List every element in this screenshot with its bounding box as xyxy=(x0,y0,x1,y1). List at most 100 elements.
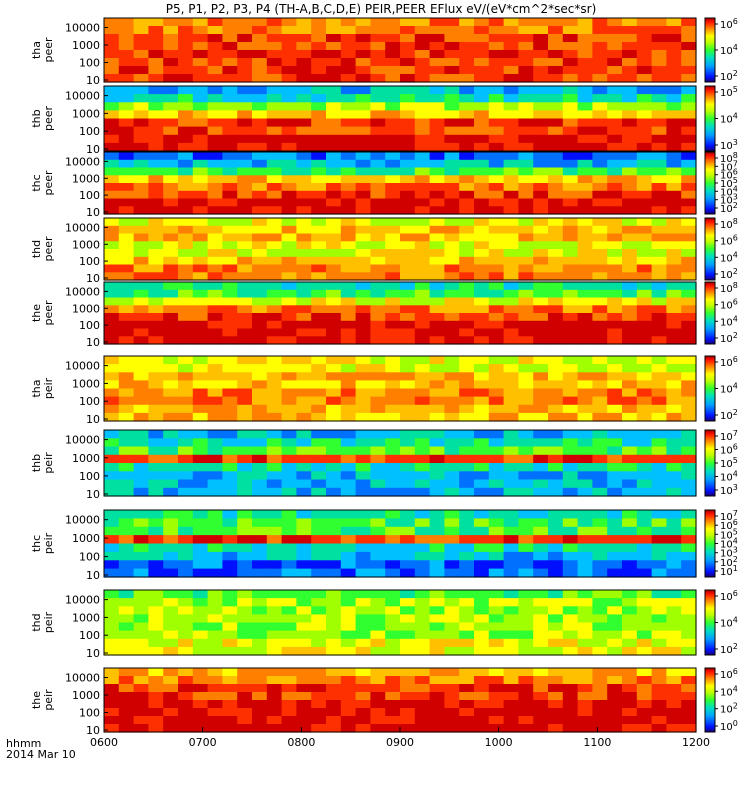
spectrogram-cell xyxy=(266,74,283,83)
spectrogram-cell xyxy=(400,256,416,266)
colorbar-label: 106 xyxy=(720,518,738,532)
spectrogram-cell xyxy=(266,700,283,709)
spectrogram-cell xyxy=(385,26,401,35)
spectrogram-cell xyxy=(681,18,697,27)
spectrogram-cell xyxy=(281,328,297,337)
footer-date: 2014 Mar 10 xyxy=(6,748,76,761)
spectrogram-cell xyxy=(400,598,416,607)
spectrogram-cell xyxy=(488,568,505,578)
colorbar-label: 106 xyxy=(720,667,738,681)
spectrogram-cell xyxy=(622,289,638,299)
spectrogram-cell xyxy=(592,320,608,330)
spectrogram-cell xyxy=(370,356,386,365)
spectrogram-cell xyxy=(681,206,697,215)
spectrogram-cell xyxy=(681,249,697,258)
spectrogram-cell xyxy=(518,598,534,607)
spectrogram-cell xyxy=(651,356,667,365)
y-label-species: peir xyxy=(42,689,55,711)
spectrogram-cell xyxy=(444,668,460,677)
spectrogram-cell xyxy=(178,535,194,545)
spectrogram-cell xyxy=(355,86,371,95)
spectrogram-cell xyxy=(459,463,475,472)
spectrogram-cell xyxy=(474,282,490,291)
y-tick-label: 10000 xyxy=(65,90,100,103)
spectrogram-cell xyxy=(503,454,519,464)
spectrogram-cell xyxy=(207,716,223,725)
spectrogram-cell xyxy=(148,372,164,381)
spectrogram-cell xyxy=(666,526,682,536)
spectrogram-cell xyxy=(577,336,593,345)
spectrogram-cell xyxy=(148,510,164,519)
spectrogram-cell xyxy=(385,700,401,709)
spectrogram-cell xyxy=(533,630,549,640)
spectrogram-cell xyxy=(281,372,297,381)
spectrogram-cell xyxy=(104,313,120,322)
spectrogram-cell xyxy=(400,167,416,176)
spectrogram-cell xyxy=(148,606,164,615)
spectrogram-cell xyxy=(118,18,135,27)
spectrogram-cell xyxy=(592,102,608,111)
spectrogram-cell xyxy=(385,272,401,281)
spectrogram-cell xyxy=(326,18,342,27)
spectrogram-cell xyxy=(355,26,371,35)
spectrogram-cell xyxy=(651,518,667,528)
spectrogram-cell xyxy=(355,225,371,235)
spectrogram-cell xyxy=(104,510,120,519)
spectrogram-cell xyxy=(429,198,445,207)
spectrogram-cell xyxy=(651,716,667,725)
spectrogram-cell xyxy=(666,142,682,152)
spectrogram-cell xyxy=(326,152,342,161)
spectrogram-cell xyxy=(104,167,120,176)
spectrogram-cell xyxy=(592,396,608,406)
spectrogram-cell xyxy=(503,543,519,553)
spectrogram-cell xyxy=(533,526,549,536)
spectrogram-cell xyxy=(400,622,416,632)
spectrogram-cell xyxy=(311,638,327,648)
spectrogram-cell xyxy=(622,225,638,235)
spectrogram-cell xyxy=(266,676,283,685)
spectrogram-cell xyxy=(607,380,623,390)
spectrogram-cell xyxy=(296,364,312,373)
spectrogram-cell xyxy=(444,638,460,648)
spectrogram-cell xyxy=(163,668,179,677)
spectrogram-cell xyxy=(266,598,283,607)
spectrogram-cell xyxy=(681,320,697,330)
spectrogram-cell xyxy=(429,110,445,120)
spectrogram-cell xyxy=(237,543,253,553)
spectrogram-cell xyxy=(385,289,401,299)
spectrogram-cell xyxy=(178,74,194,83)
spectrogram-cell xyxy=(296,42,312,51)
spectrogram-cell xyxy=(651,692,667,701)
spectrogram-cell xyxy=(474,336,490,345)
spectrogram-cell xyxy=(488,380,505,390)
spectrogram-cell xyxy=(681,380,697,390)
spectrogram-cell xyxy=(636,668,653,677)
spectrogram-cell xyxy=(326,282,342,291)
spectrogram-cell xyxy=(326,526,342,536)
spectrogram-cell xyxy=(104,26,120,35)
spectrogram-cell xyxy=(370,102,386,111)
spectrogram-cell xyxy=(548,183,564,192)
spectrogram-cell xyxy=(326,264,342,273)
spectrogram-cell xyxy=(133,668,149,677)
spectrogram-cell xyxy=(548,142,564,152)
spectrogram-cell xyxy=(252,535,268,545)
spectrogram-cell xyxy=(118,646,135,656)
spectrogram-cell xyxy=(370,264,386,273)
spectrogram-cell xyxy=(118,336,135,345)
spectrogram-cell xyxy=(118,175,135,184)
spectrogram-cell xyxy=(459,606,475,615)
spectrogram-cell xyxy=(370,142,386,152)
spectrogram-cell xyxy=(163,364,179,373)
spectrogram-cell xyxy=(444,724,460,733)
spectrogram-cell xyxy=(133,282,149,291)
spectrogram-cell xyxy=(252,646,268,656)
spectrogram-cell xyxy=(252,183,268,192)
y-tick-label: 10 xyxy=(86,143,100,156)
spectrogram-cell xyxy=(414,543,431,553)
spectrogram-cell xyxy=(340,34,357,43)
spectrogram-cell xyxy=(178,638,194,648)
spectrogram-cell xyxy=(488,110,505,120)
spectrogram-cell xyxy=(326,183,342,192)
spectrogram-cell xyxy=(222,241,238,250)
